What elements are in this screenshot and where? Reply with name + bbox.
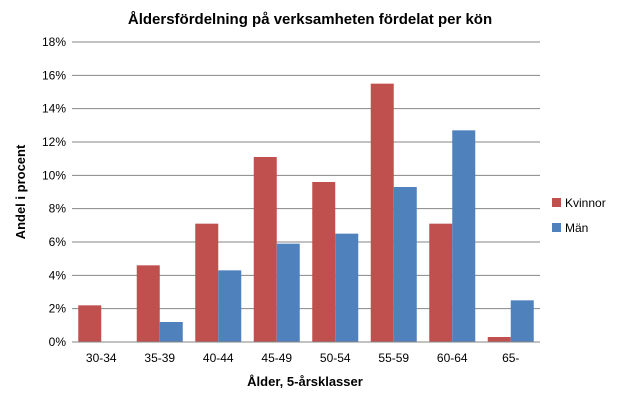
y-tick-label: 0%	[49, 335, 67, 349]
bar-kvinnor-65-	[487, 337, 511, 342]
chart-title: Åldersfördelning på verksamheten fördela…	[128, 11, 492, 28]
y-tick-labels: 0% 2% 4% 6% 8% 10% 12% 14% 16% 18%	[42, 35, 66, 349]
y-tick-label: 16%	[42, 68, 66, 82]
y-tick-label: 2%	[49, 302, 67, 316]
x-tick-label: 50-54	[320, 351, 351, 365]
y-axis-title: Andel i procent	[13, 144, 28, 239]
y-tick-label: 4%	[49, 268, 67, 282]
bar-man-65-	[510, 300, 534, 342]
bar-kvinnor-55-59	[370, 83, 394, 343]
y-tick-label: 10%	[42, 168, 66, 182]
bar-man-45-49	[276, 243, 300, 342]
bar-kvinnor-40-44	[195, 223, 219, 342]
x-tick-label: 45-49	[261, 351, 292, 365]
bar-man-50-54	[335, 233, 359, 342]
bar-man-35-39	[159, 322, 183, 342]
legend-label-man: Män	[565, 221, 588, 235]
bar-man-60-64	[452, 130, 476, 342]
bar-kvinnor-60-64	[429, 223, 453, 342]
bar-kvinnor-45-49	[253, 157, 277, 342]
legend-label-kvinnor: Kvinnor	[565, 196, 606, 210]
bar-man-55-59	[393, 187, 417, 342]
x-tick-label: 40-44	[203, 351, 234, 365]
x-tick-label: 30-34	[86, 351, 117, 365]
x-tick-label: 35-39	[144, 351, 175, 365]
x-axis-title: Ålder, 5-årsklasser	[247, 374, 363, 389]
y-tick-label: 14%	[42, 102, 66, 116]
x-tick-label: 65-	[502, 351, 519, 365]
bar-man-40-44	[218, 270, 242, 342]
x-tick-label: 60-64	[437, 351, 468, 365]
y-tick-label: 12%	[42, 135, 66, 149]
x-tick-labels: 30-34 35-39 40-44 45-49 50-54 55-59 60-64 65-	[86, 351, 520, 365]
x-tick-label: 55-59	[378, 351, 409, 365]
legend-swatch-kvinnor	[552, 198, 561, 207]
bar-kvinnor-30-34	[78, 305, 102, 342]
legend-swatch-man	[552, 223, 561, 232]
bars	[78, 83, 534, 343]
y-tick-label: 18%	[42, 35, 66, 49]
legend: Kvinnor Män	[552, 196, 606, 235]
bar-kvinnor-50-54	[312, 182, 336, 342]
bar-kvinnor-35-39	[136, 265, 160, 342]
y-tick-label: 6%	[49, 235, 67, 249]
y-tick-label: 8%	[49, 202, 67, 216]
